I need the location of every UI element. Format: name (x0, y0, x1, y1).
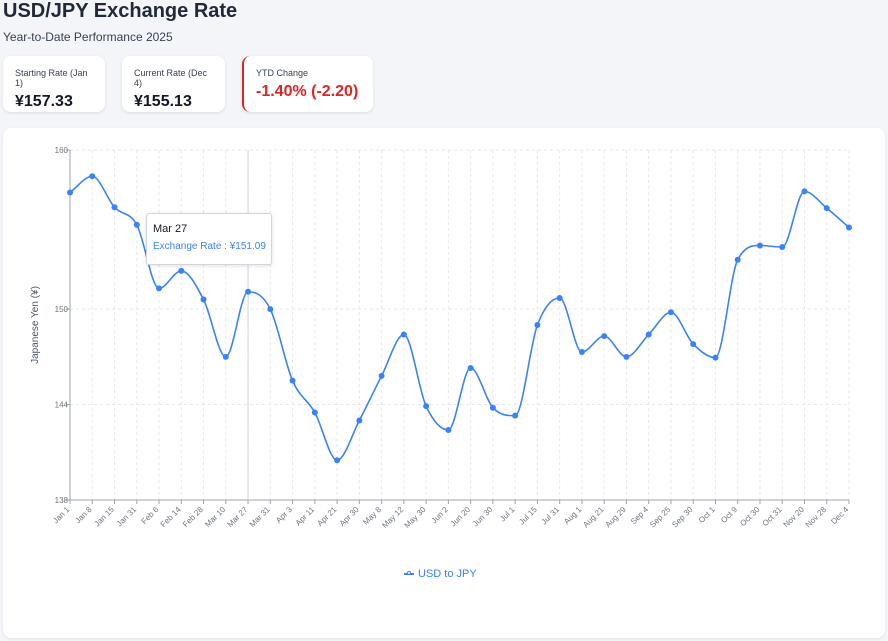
ytd-change-value: -1.40% (-2.20) (256, 83, 359, 100)
starting-rate-card: Starting Rate (Jan 1) ¥157.33 (3, 56, 105, 112)
data-point[interactable] (289, 377, 296, 384)
data-point[interactable] (356, 417, 363, 424)
x-tick-label: Oct 1 (697, 505, 717, 525)
data-point[interactable] (467, 364, 474, 371)
page-title: USD/JPY Exchange Rate (3, 0, 238, 22)
data-point[interactable] (667, 309, 674, 316)
ytd-change-label: YTD Change (256, 68, 309, 78)
y-tick-label: 160 (55, 146, 69, 155)
data-point[interactable] (534, 322, 541, 328)
data-point[interactable] (67, 189, 73, 196)
data-point[interactable] (111, 204, 118, 211)
tooltip-value: ¥151.09 (229, 241, 266, 252)
x-tick-label: May 12 (380, 505, 405, 530)
starting-rate-label: Starting Rate (Jan 1) (15, 68, 88, 88)
x-tick-label: Apr 11 (294, 505, 317, 528)
x-tick-label: Nov 28 (804, 505, 829, 530)
x-tick-label: Oct 30 (738, 505, 761, 528)
x-tick-label: Jul 31 (540, 505, 562, 527)
current-rate-value: ¥155.13 (134, 93, 192, 110)
x-tick-label: Jun 30 (471, 505, 495, 529)
data-point[interactable] (178, 267, 185, 274)
page-subtitle: Year-to-Date Performance 2025 (3, 30, 173, 44)
data-point[interactable] (423, 403, 430, 410)
current-rate-label: Current Rate (Dec 4) (134, 68, 208, 88)
x-tick-label: Aug 29 (604, 505, 629, 530)
data-point[interactable] (601, 333, 608, 340)
y-tick-label: 150 (55, 305, 69, 314)
data-point[interactable] (156, 285, 163, 292)
x-tick-label: Dec 4 (829, 505, 851, 527)
x-tick-label: Apr 30 (338, 505, 361, 528)
x-tick-label: Feb 14 (159, 505, 183, 529)
tooltip-series-label: Exchange Rate (153, 241, 222, 252)
data-point[interactable] (823, 205, 830, 212)
data-point[interactable] (623, 353, 630, 360)
x-tick-label: May 30 (403, 505, 428, 530)
data-point[interactable] (400, 331, 407, 338)
data-point[interactable] (311, 409, 318, 416)
x-tick-label: Apr 21 (315, 505, 338, 528)
x-tick-label: Jan 15 (93, 505, 117, 529)
data-point[interactable] (89, 173, 96, 180)
data-point[interactable] (200, 296, 207, 303)
x-tick-label: Jan 31 (115, 505, 139, 529)
data-point[interactable] (756, 242, 763, 249)
y-axis-label: Japanese Yen (¥) (30, 286, 41, 364)
x-tick-label: Oct 9 (719, 505, 739, 525)
x-tick-label: Jun 2 (430, 505, 451, 526)
data-point[interactable] (846, 224, 852, 231)
chart-tooltip: Mar 27 Exchange Rate : ¥151.09 (146, 213, 272, 265)
x-tick-label: Jul 15 (517, 505, 539, 527)
current-rate-card: Current Rate (Dec 4) ¥155.13 (122, 56, 225, 112)
tooltip-value-line: Exchange Rate : ¥151.09 (153, 241, 266, 252)
data-point[interactable] (489, 404, 496, 411)
legend-item-usd-jpy[interactable]: USD to JPY (418, 568, 477, 580)
data-point[interactable] (690, 341, 697, 348)
data-point[interactable] (378, 372, 385, 379)
x-tick-label: Mar 27 (225, 505, 249, 529)
x-tick-label: Jan 1 (51, 505, 72, 526)
data-point[interactable] (556, 294, 563, 301)
series-points[interactable] (67, 173, 852, 464)
chart-grid (69, 149, 850, 501)
chart-legend[interactable]: USD to JPY (404, 568, 477, 580)
x-tick-label: Oct 31 (761, 505, 784, 528)
x-tick-label: Aug 21 (581, 505, 606, 530)
data-point[interactable] (512, 412, 519, 419)
x-tick-label: Sep 30 (670, 505, 695, 530)
x-tick-label: Jan 8 (73, 505, 94, 526)
x-tick-label: Apr 3 (274, 505, 294, 525)
starting-rate-value: ¥157.33 (15, 93, 73, 110)
legend-line-icon (404, 570, 414, 578)
data-point[interactable] (801, 188, 808, 195)
tooltip-date: Mar 27 (153, 223, 188, 235)
x-tick-label: Mar 10 (203, 505, 227, 529)
x-tick-label: Sep 25 (648, 505, 673, 530)
x-tick-label: Jul 1 (498, 505, 517, 524)
data-point[interactable] (578, 349, 585, 356)
data-point[interactable] (779, 244, 786, 251)
data-point[interactable] (712, 354, 719, 361)
data-point[interactable] (445, 427, 452, 433)
data-point[interactable] (734, 256, 741, 263)
ytd-change-card: YTD Change -1.40% (-2.20) (242, 56, 373, 112)
data-point[interactable] (245, 288, 252, 295)
y-tick-label: 144 (55, 401, 69, 410)
data-point[interactable] (334, 457, 341, 464)
x-tick-label: Nov 20 (782, 505, 807, 530)
y-tick-label: 138 (55, 496, 69, 505)
data-point[interactable] (133, 221, 140, 228)
data-point[interactable] (267, 306, 274, 313)
data-point[interactable] (645, 331, 652, 338)
x-tick-label: Feb 28 (181, 505, 205, 529)
x-tick-label: Mar 31 (248, 505, 272, 529)
data-point[interactable] (222, 353, 229, 360)
x-tick-label: Jun 20 (449, 505, 473, 529)
